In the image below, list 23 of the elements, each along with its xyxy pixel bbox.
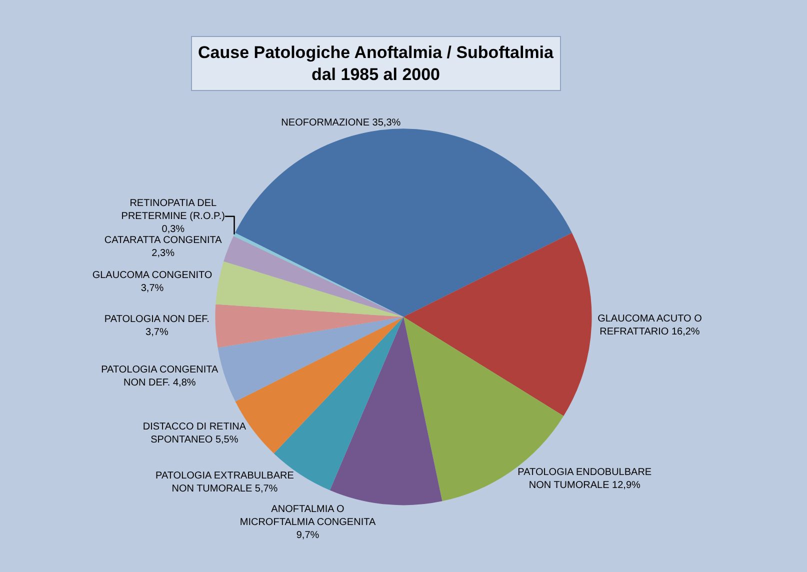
slice-label: CATARATTA CONGENITA [104,234,222,246]
slice-label: RETINOPATIA DEL PRETERMINE (R.O.P.) [121,198,226,222]
slice-label: PATOLOGIA NON DEF. [104,314,210,326]
slice-label: PATOLOGIA ENDOBULBARE NON TUMORALE 12,9% [518,467,652,492]
slice-label: DISTACCO DI RETINA SPONTANEO 5,5% [142,421,246,446]
slice-label: NEOFORMAZIONE 35,3% [281,118,401,129]
pie-slice [218,316,404,402]
pie-slice [404,232,592,416]
slice-label: PATOLOGIA EXTRABULBARE NON TUMORALE 5,7% [156,470,294,495]
slice-label: GLAUCOMA CONGENITO [92,270,212,282]
slice-label: ANOFTALMIA O MICROFTALMIA CONGENITA [240,504,376,528]
pie-slice [215,304,404,348]
slice-label: PATOLOGIA CONGENITA NON DEF. 4,8% [101,364,219,388]
data-label: 3,7% [140,283,164,294]
pie-slice [235,128,572,317]
pie-slice [330,316,442,506]
data-label: 9,7% [296,530,320,542]
chart-title: Cause Patologiche Anoftalmia / Suboftalmia dal 1985 al 2000 [198,43,554,84]
data-label: 3,7% [146,327,168,338]
data-label: 0,3% [162,224,185,235]
slice-label: GLAUCOMA ACUTO O REFRATTARIO 16,2% [598,314,702,338]
data-label: 2,3% [152,248,175,259]
pie-slice [216,261,404,317]
